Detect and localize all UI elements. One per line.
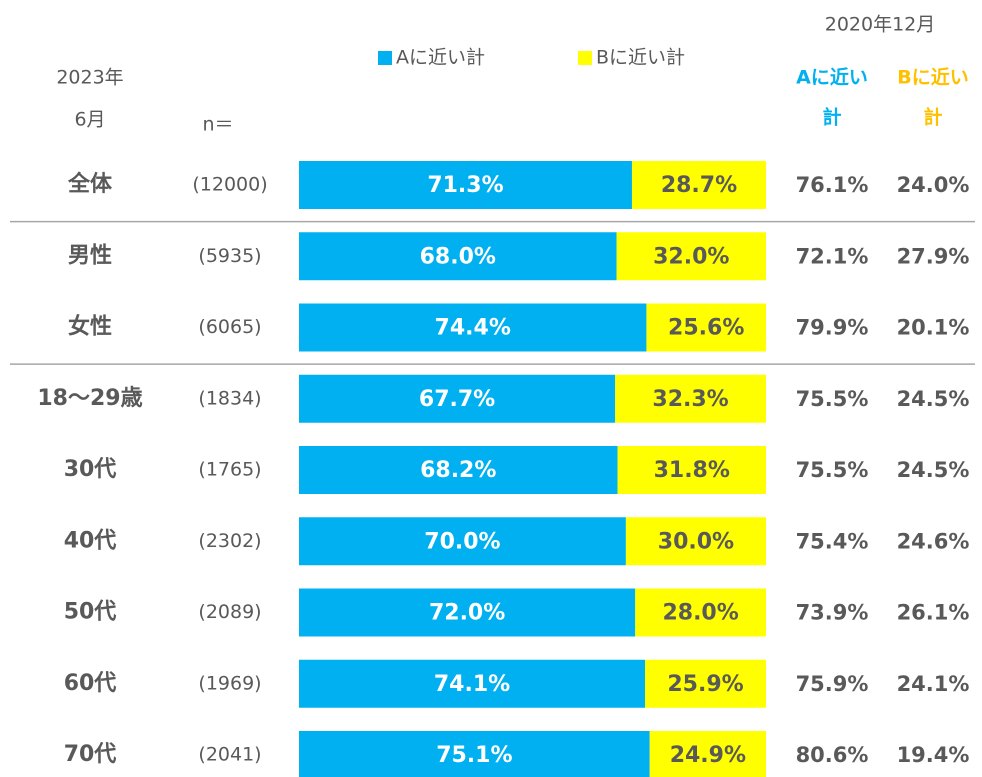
comparison-value: 24.0% bbox=[897, 173, 970, 197]
comparison-value: 24.5% bbox=[897, 387, 970, 411]
comparison-value: 75.9% bbox=[796, 672, 869, 696]
bar-segment bbox=[615, 374, 766, 423]
value-label: 30.0% bbox=[658, 529, 734, 554]
category-label: 全体 bbox=[67, 171, 113, 197]
bar-segment bbox=[299, 446, 618, 494]
n-label: (2302) bbox=[198, 530, 261, 552]
bar-segment bbox=[299, 659, 646, 708]
value-label: 32.3% bbox=[652, 387, 728, 412]
comparison-value: 24.5% bbox=[897, 458, 970, 482]
category-label: 30代 bbox=[64, 457, 117, 482]
legend-swatch bbox=[578, 51, 592, 65]
value-label: 68.2% bbox=[420, 458, 496, 483]
category-label: 60代 bbox=[64, 671, 117, 696]
period-label: 6月 bbox=[74, 109, 105, 131]
category-label: 男性 bbox=[68, 243, 112, 268]
bar-segment bbox=[616, 232, 766, 281]
category-label: 70代 bbox=[64, 742, 117, 767]
comparison-value: 79.9% bbox=[796, 316, 869, 340]
comparison-value: 26.1% bbox=[897, 601, 970, 625]
value-label: 25.9% bbox=[667, 672, 743, 697]
category-label: 女性 bbox=[68, 314, 112, 340]
n-label: (2089) bbox=[198, 601, 261, 623]
bar-segment bbox=[635, 588, 766, 637]
value-label: 74.4% bbox=[435, 316, 511, 341]
comparison-value: 80.6% bbox=[796, 743, 869, 767]
value-label: 32.0% bbox=[653, 244, 729, 269]
comparison-title: 2020年12月 bbox=[825, 14, 936, 36]
bar-segment bbox=[631, 161, 766, 209]
category-label: 40代 bbox=[64, 528, 117, 553]
value-label: 75.1% bbox=[436, 743, 512, 768]
n-header: n＝ bbox=[202, 114, 233, 136]
legend-label: Bに近い計 bbox=[596, 47, 685, 69]
value-label: 74.1% bbox=[434, 672, 510, 697]
comparison-value: 19.4% bbox=[897, 743, 970, 767]
n-label: (1765) bbox=[198, 459, 261, 481]
comparison-value: 24.6% bbox=[897, 529, 970, 553]
bar-segment bbox=[299, 517, 626, 566]
value-label: 25.6% bbox=[668, 316, 744, 341]
bar-segment bbox=[299, 161, 632, 209]
value-label: 24.9% bbox=[670, 743, 746, 768]
comparison-value: 75.5% bbox=[796, 458, 869, 482]
bar-segment bbox=[299, 303, 647, 352]
bar-segment bbox=[649, 731, 766, 777]
n-label: (6065) bbox=[198, 316, 261, 338]
column-header: Aに近い bbox=[796, 67, 868, 89]
column-header: 計 bbox=[923, 106, 942, 129]
value-label: 28.7% bbox=[661, 173, 737, 198]
value-label: 71.3% bbox=[427, 173, 503, 198]
bar-segment bbox=[646, 303, 766, 352]
legend-swatch bbox=[378, 51, 392, 65]
period-label: 2023年 bbox=[56, 67, 123, 89]
category-label: 50代 bbox=[64, 600, 117, 625]
value-label: 68.0% bbox=[420, 244, 496, 269]
value-label: 67.7% bbox=[419, 387, 495, 412]
comparison-value: 76.1% bbox=[796, 173, 869, 197]
comparison-value: 20.1% bbox=[897, 316, 970, 340]
bar-segment bbox=[299, 731, 650, 777]
comparison-value: 72.1% bbox=[796, 244, 869, 268]
value-label: 72.0% bbox=[429, 601, 505, 626]
comparison-value: 73.9% bbox=[796, 601, 869, 625]
bar-segment bbox=[617, 446, 766, 494]
column-header: 計 bbox=[822, 106, 841, 129]
comparison-value: 75.5% bbox=[796, 387, 869, 411]
legend-label: Aに近い計 bbox=[396, 47, 485, 69]
comparison-value: 27.9% bbox=[897, 244, 970, 268]
column-header: Bに近い bbox=[897, 67, 968, 89]
value-label: 31.8% bbox=[654, 458, 730, 483]
n-label: (5935) bbox=[198, 245, 261, 267]
value-label: 70.0% bbox=[424, 529, 500, 554]
comparison-value: 75.4% bbox=[796, 529, 869, 553]
category-label: 18〜29歳 bbox=[37, 386, 142, 411]
n-label: (1834) bbox=[198, 387, 261, 409]
bar-segment bbox=[299, 374, 616, 423]
bar-segment bbox=[645, 659, 766, 708]
comparison-value: 24.1% bbox=[897, 672, 970, 696]
bar-segment bbox=[299, 232, 617, 281]
n-label: (1969) bbox=[198, 672, 261, 694]
bar-segment bbox=[625, 517, 766, 566]
n-label: (2041) bbox=[198, 744, 261, 766]
value-label: 28.0% bbox=[662, 601, 738, 626]
n-label: (12000) bbox=[192, 174, 267, 196]
bar-segment bbox=[299, 588, 636, 637]
